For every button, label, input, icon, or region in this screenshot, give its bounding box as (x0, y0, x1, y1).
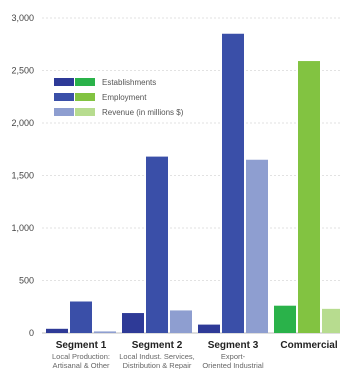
legend-label: Employment (102, 93, 147, 102)
bar (70, 301, 92, 333)
category-sublabel: Export- (221, 352, 246, 361)
y-tick-label: 500 (19, 276, 34, 286)
category-sublabel: Oriented Industrial (202, 361, 264, 369)
legend-label: Revenue (in millions $) (102, 108, 184, 117)
bar (246, 159, 268, 333)
bar (298, 61, 320, 334)
y-tick-label: 2,000 (11, 118, 34, 128)
bar (46, 328, 68, 333)
legend-swatch (54, 108, 74, 116)
category-label: Segment 2 (132, 340, 183, 351)
y-tick-label: 2,500 (11, 66, 34, 76)
bar (122, 313, 144, 333)
category-sublabel: Distribution & Repair (123, 361, 192, 369)
bar (322, 308, 340, 333)
category-label: Segment 1 (56, 340, 107, 351)
category-label: Segment 3 (208, 340, 259, 351)
legend-swatch (54, 78, 74, 86)
legend-swatch (75, 93, 95, 101)
legend-swatch (75, 108, 95, 116)
bar (170, 310, 192, 333)
y-tick-label: 3,000 (11, 13, 34, 23)
legend-swatch (54, 93, 74, 101)
bar (146, 156, 168, 333)
y-tick-label: 1,000 (11, 223, 34, 233)
legend-swatch (75, 78, 95, 86)
category-sublabel: Local Indust. Services, (119, 352, 194, 361)
y-tick-label: 1,500 (11, 171, 34, 181)
legend-label: Establishments (102, 78, 156, 87)
category-sublabel: Local Production: (52, 352, 110, 361)
category-sublabel: Artisanal & Other (52, 361, 110, 369)
bar (222, 33, 244, 333)
bar (198, 324, 220, 333)
bar (94, 331, 116, 333)
category-label: Commercial (280, 340, 337, 351)
y-tick-label: 0 (29, 328, 34, 338)
bar (274, 305, 296, 333)
